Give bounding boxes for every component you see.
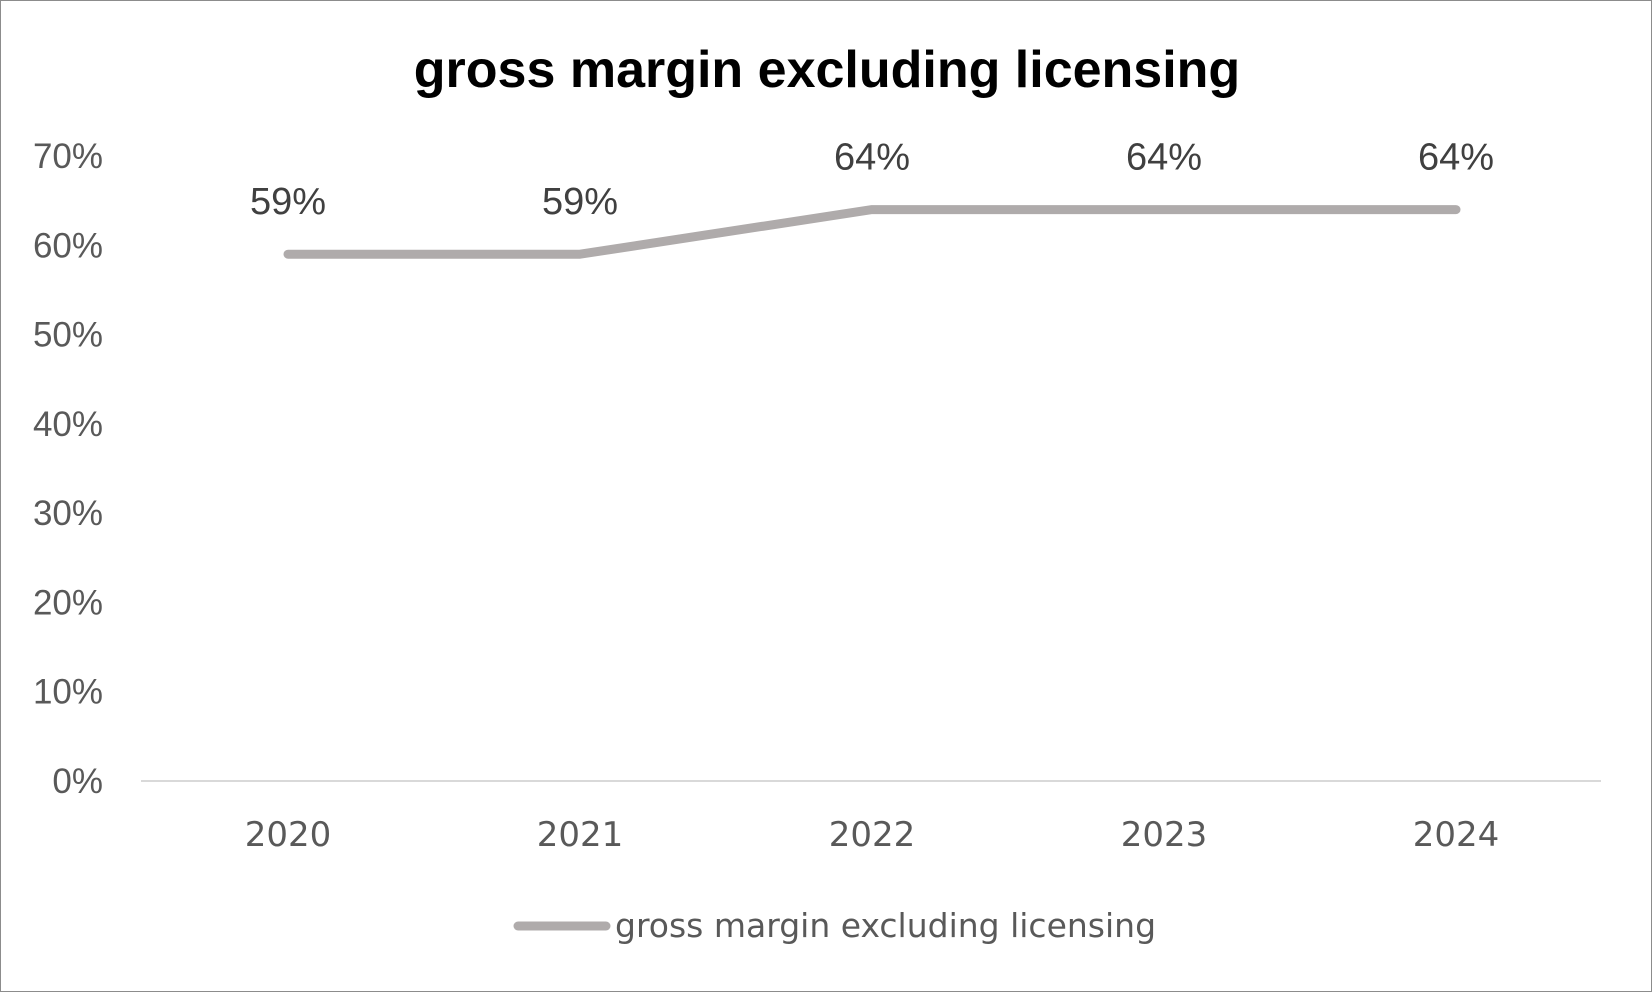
x-tick-label: 2023 xyxy=(1121,815,1208,855)
y-tick-label: 10% xyxy=(33,673,103,712)
x-axis-ticks: 2020 2021 2022 2023 2024 xyxy=(245,815,1500,855)
y-tick-label: 20% xyxy=(33,583,103,622)
x-tick-label: 2022 xyxy=(829,815,916,855)
y-tick-label: 30% xyxy=(33,494,103,533)
series-line xyxy=(283,205,1461,259)
x-tick-label: 2024 xyxy=(1413,815,1500,855)
y-tick-label: 50% xyxy=(33,316,103,355)
data-labels: 59% 59% 64% 64% 64% xyxy=(250,137,1494,224)
y-tick-label: 40% xyxy=(33,405,103,444)
x-tick-label: 2021 xyxy=(537,815,624,855)
chart-title: gross margin excluding licensing xyxy=(414,41,1240,99)
data-label: 64% xyxy=(1418,137,1494,179)
y-tick-label: 70% xyxy=(33,137,103,176)
x-tick-label: 2020 xyxy=(245,815,332,855)
y-tick-label: 0% xyxy=(52,762,103,801)
y-tick-label: 60% xyxy=(33,226,103,265)
legend-label: gross margin excluding licensing xyxy=(615,906,1156,945)
legend: gross margin excluding licensing xyxy=(513,906,1156,945)
data-label: 59% xyxy=(250,181,326,223)
data-label: 59% xyxy=(542,181,618,223)
data-label: 64% xyxy=(1126,137,1202,179)
data-label: 64% xyxy=(834,137,910,179)
y-axis-ticks: 0% 10% 20% 30% 40% 50% 60% 70% xyxy=(33,137,103,801)
